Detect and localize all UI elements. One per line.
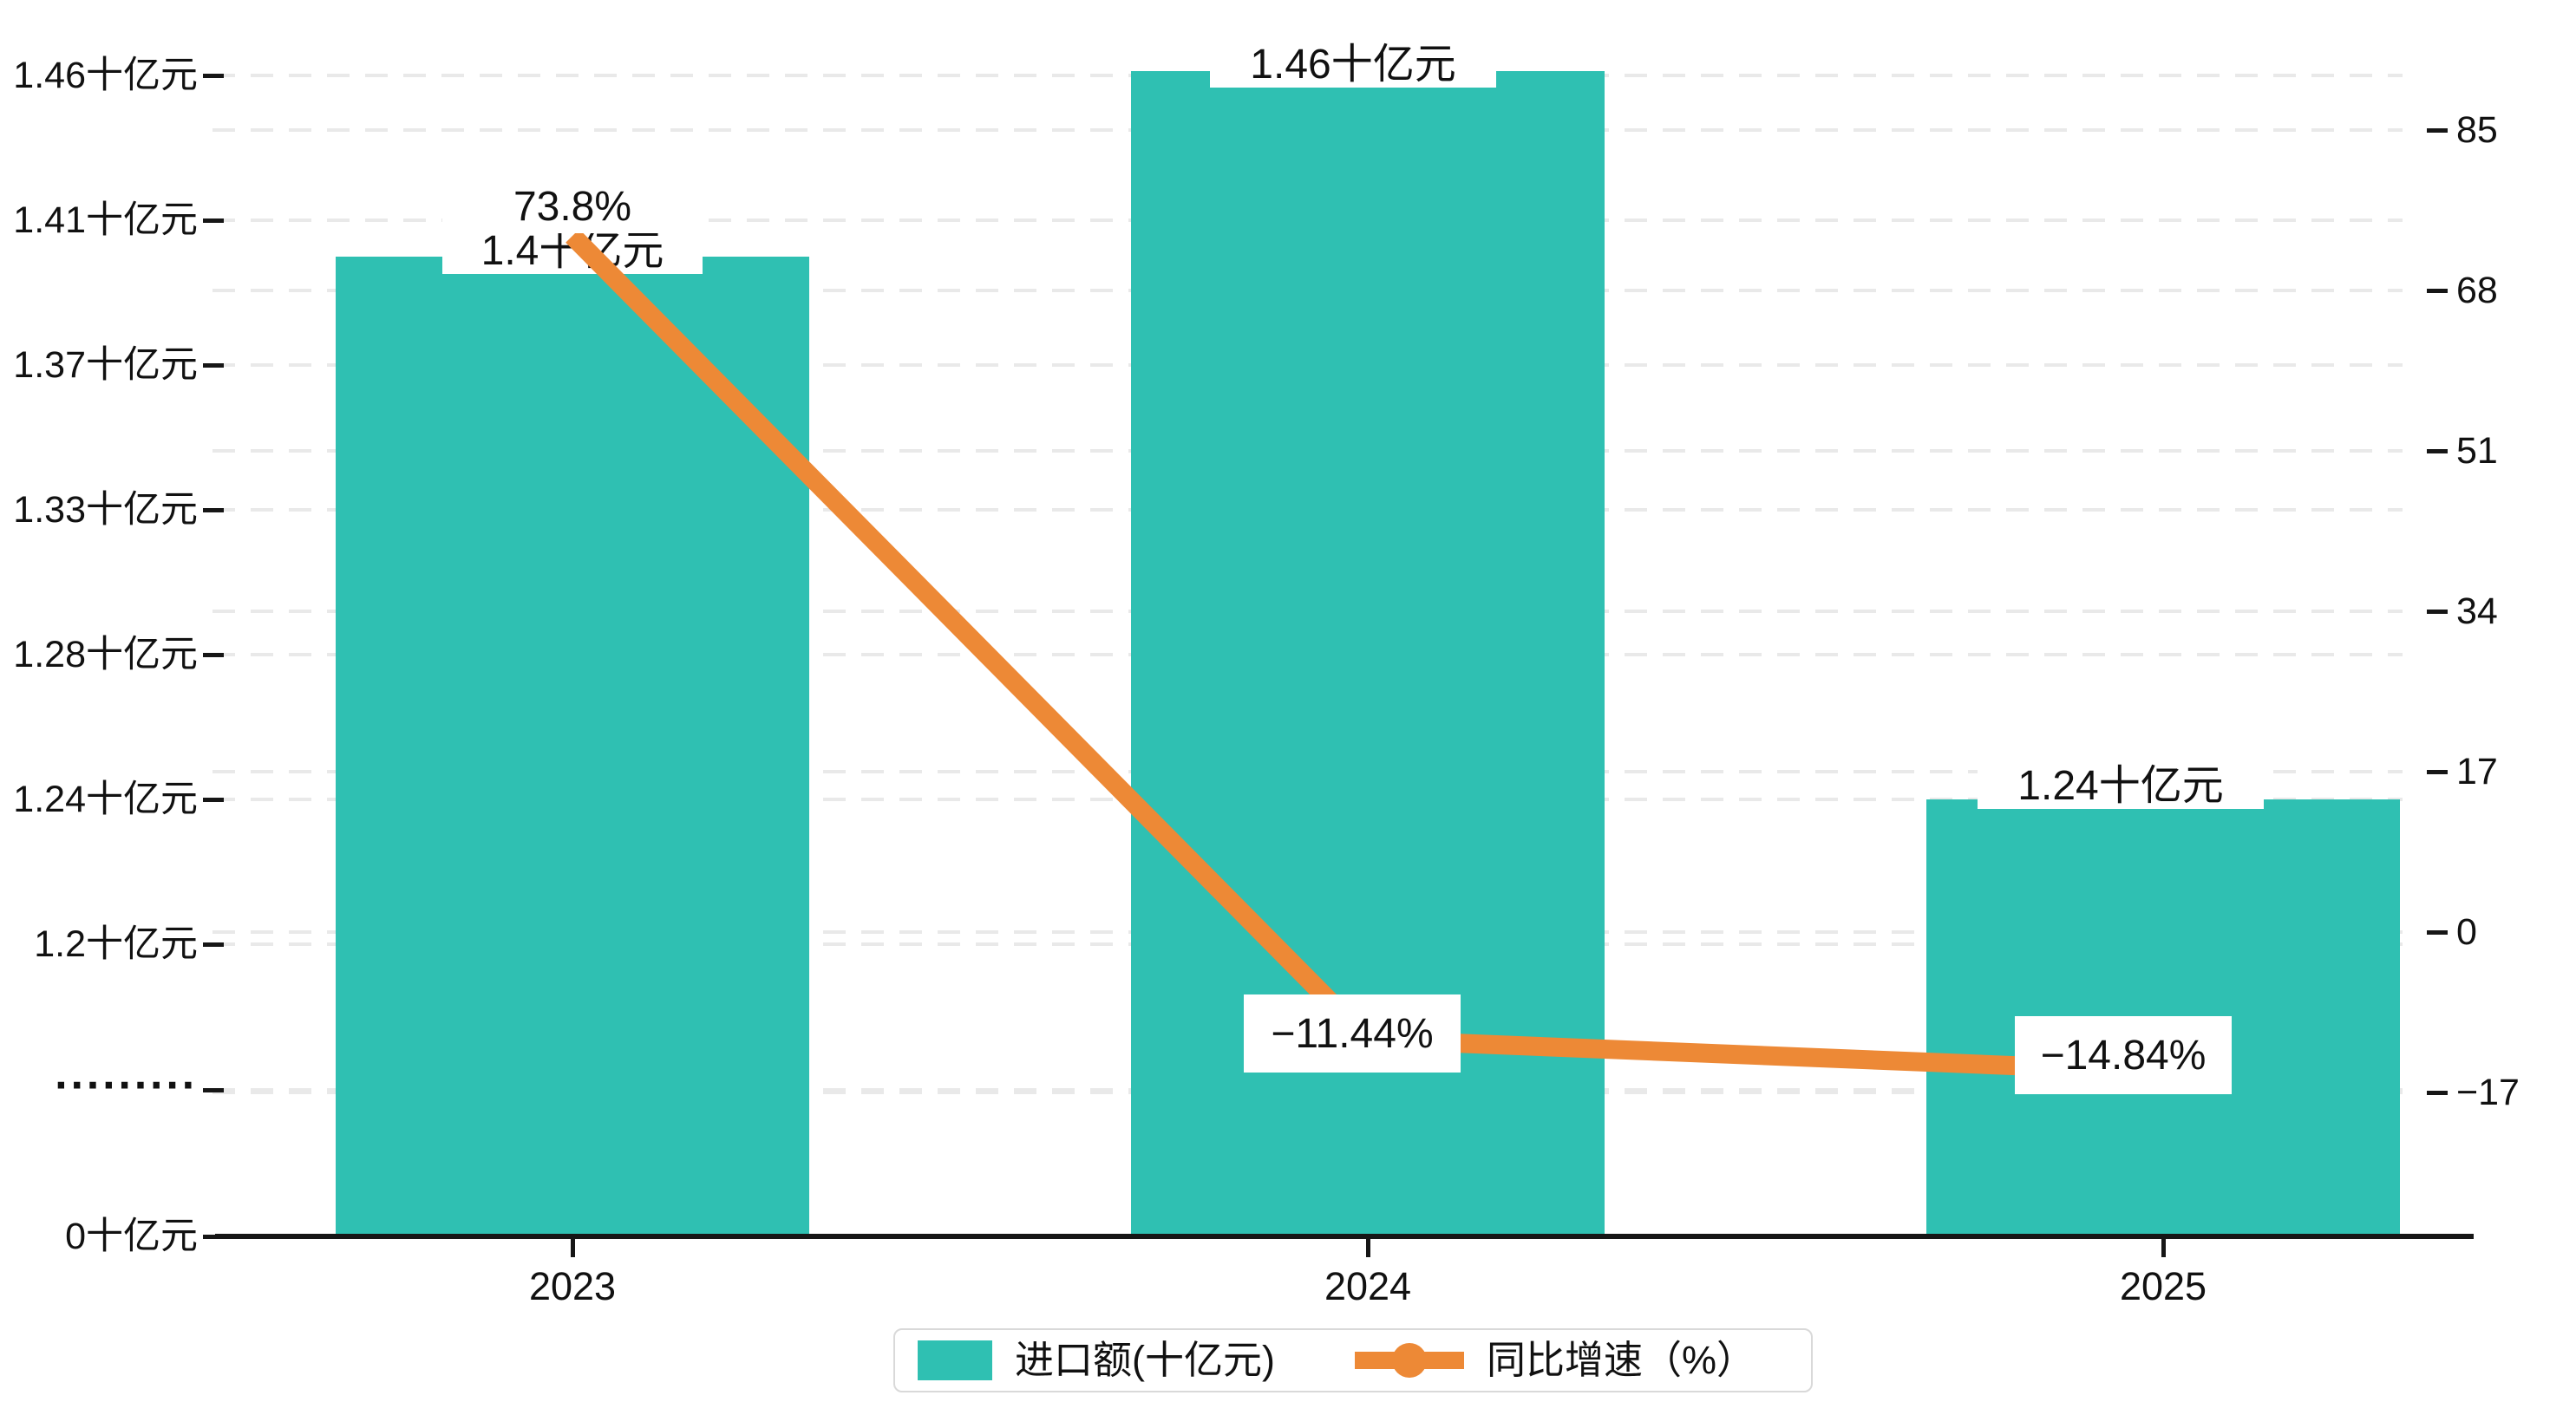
y-right-label: 0 [2456,911,2477,953]
line-swatch-icon [1354,1340,1464,1380]
x-label-2024: 2024 [1324,1264,1412,1308]
y-left-label: 1.37十亿元 [13,344,198,386]
y-right-label: 17 [2456,751,2498,792]
y-left-tick [203,218,224,223]
y-right-tick [2427,610,2448,614]
y-left-tick [203,363,224,368]
x-label-2025: 2025 [2119,1264,2207,1308]
x-tick [1366,1236,1370,1257]
x-label-2023: 2023 [528,1264,617,1308]
bar-label-2024-text: 1.46十亿元 [1250,42,1456,88]
legend-item-imports[interactable]: 进口额(十亿元) [918,1338,1275,1383]
y-right-label: 85 [2456,109,2498,151]
y-left-label: 0十亿元 [65,1216,198,1257]
bar-label-2025: 1.24十亿元 [1978,753,2264,809]
y-left-label: 1.2十亿元 [34,923,198,965]
y-left-label: 1.41十亿元 [13,199,198,241]
y-right-tick [2427,449,2448,453]
x-tick [2161,1236,2166,1257]
y-left-label: 1.24十亿元 [13,779,198,820]
bar-label-2024: 1.46十亿元 [1210,32,1496,88]
legend-label-imports: 进口额(十亿元) [1015,1338,1275,1382]
y-right-tick [2427,128,2448,133]
y-axis-break-label: ········· [55,1060,198,1111]
line-label-2024: −11.44% [1244,994,1461,1073]
y-right-tick [2427,770,2448,774]
y-right-tick [2427,930,2448,935]
y-left-tick [203,74,224,78]
y-left-tick [203,1235,224,1239]
y-right-label: 68 [2456,270,2498,311]
y-right-label: 51 [2456,430,2498,472]
y-left-tick [203,798,224,802]
y-left-tick [203,942,224,947]
line-label-2025-text: −14.84% [2040,1032,2207,1079]
bar-2023[interactable] [336,257,809,1236]
legend-label-growth: 同比增速（%） [1486,1338,1755,1382]
line-label-2023-text: 73.8% [513,183,632,230]
y-right-tick [2427,289,2448,293]
x-tick [571,1236,575,1257]
y-left-tick [203,508,224,512]
bar-swatch-icon [918,1340,992,1380]
y-left-tick [203,1088,224,1092]
y-left-label: 1.28十亿元 [13,634,198,675]
y-left-label: 1.46十亿元 [13,55,198,96]
line-label-2025: −14.84% [2015,1016,2232,1094]
legend: 进口额(十亿元) 同比增速（%） [893,1328,1813,1392]
y-left-label: 1.33十亿元 [13,489,198,531]
x-axis-line [215,1234,2474,1239]
y-right-label: −17 [2456,1072,2520,1113]
y-right-tick [2427,1091,2448,1095]
legend-item-growth[interactable]: 同比增速（%） [1354,1338,1755,1383]
y-right-label: 34 [2456,590,2498,632]
line-label-2023: 73.8% [479,179,666,233]
y-left-tick [203,653,224,657]
bar-label-2025-text: 1.24十亿元 [2017,763,2224,809]
line-label-2024-text: −11.44% [1271,1010,1434,1057]
